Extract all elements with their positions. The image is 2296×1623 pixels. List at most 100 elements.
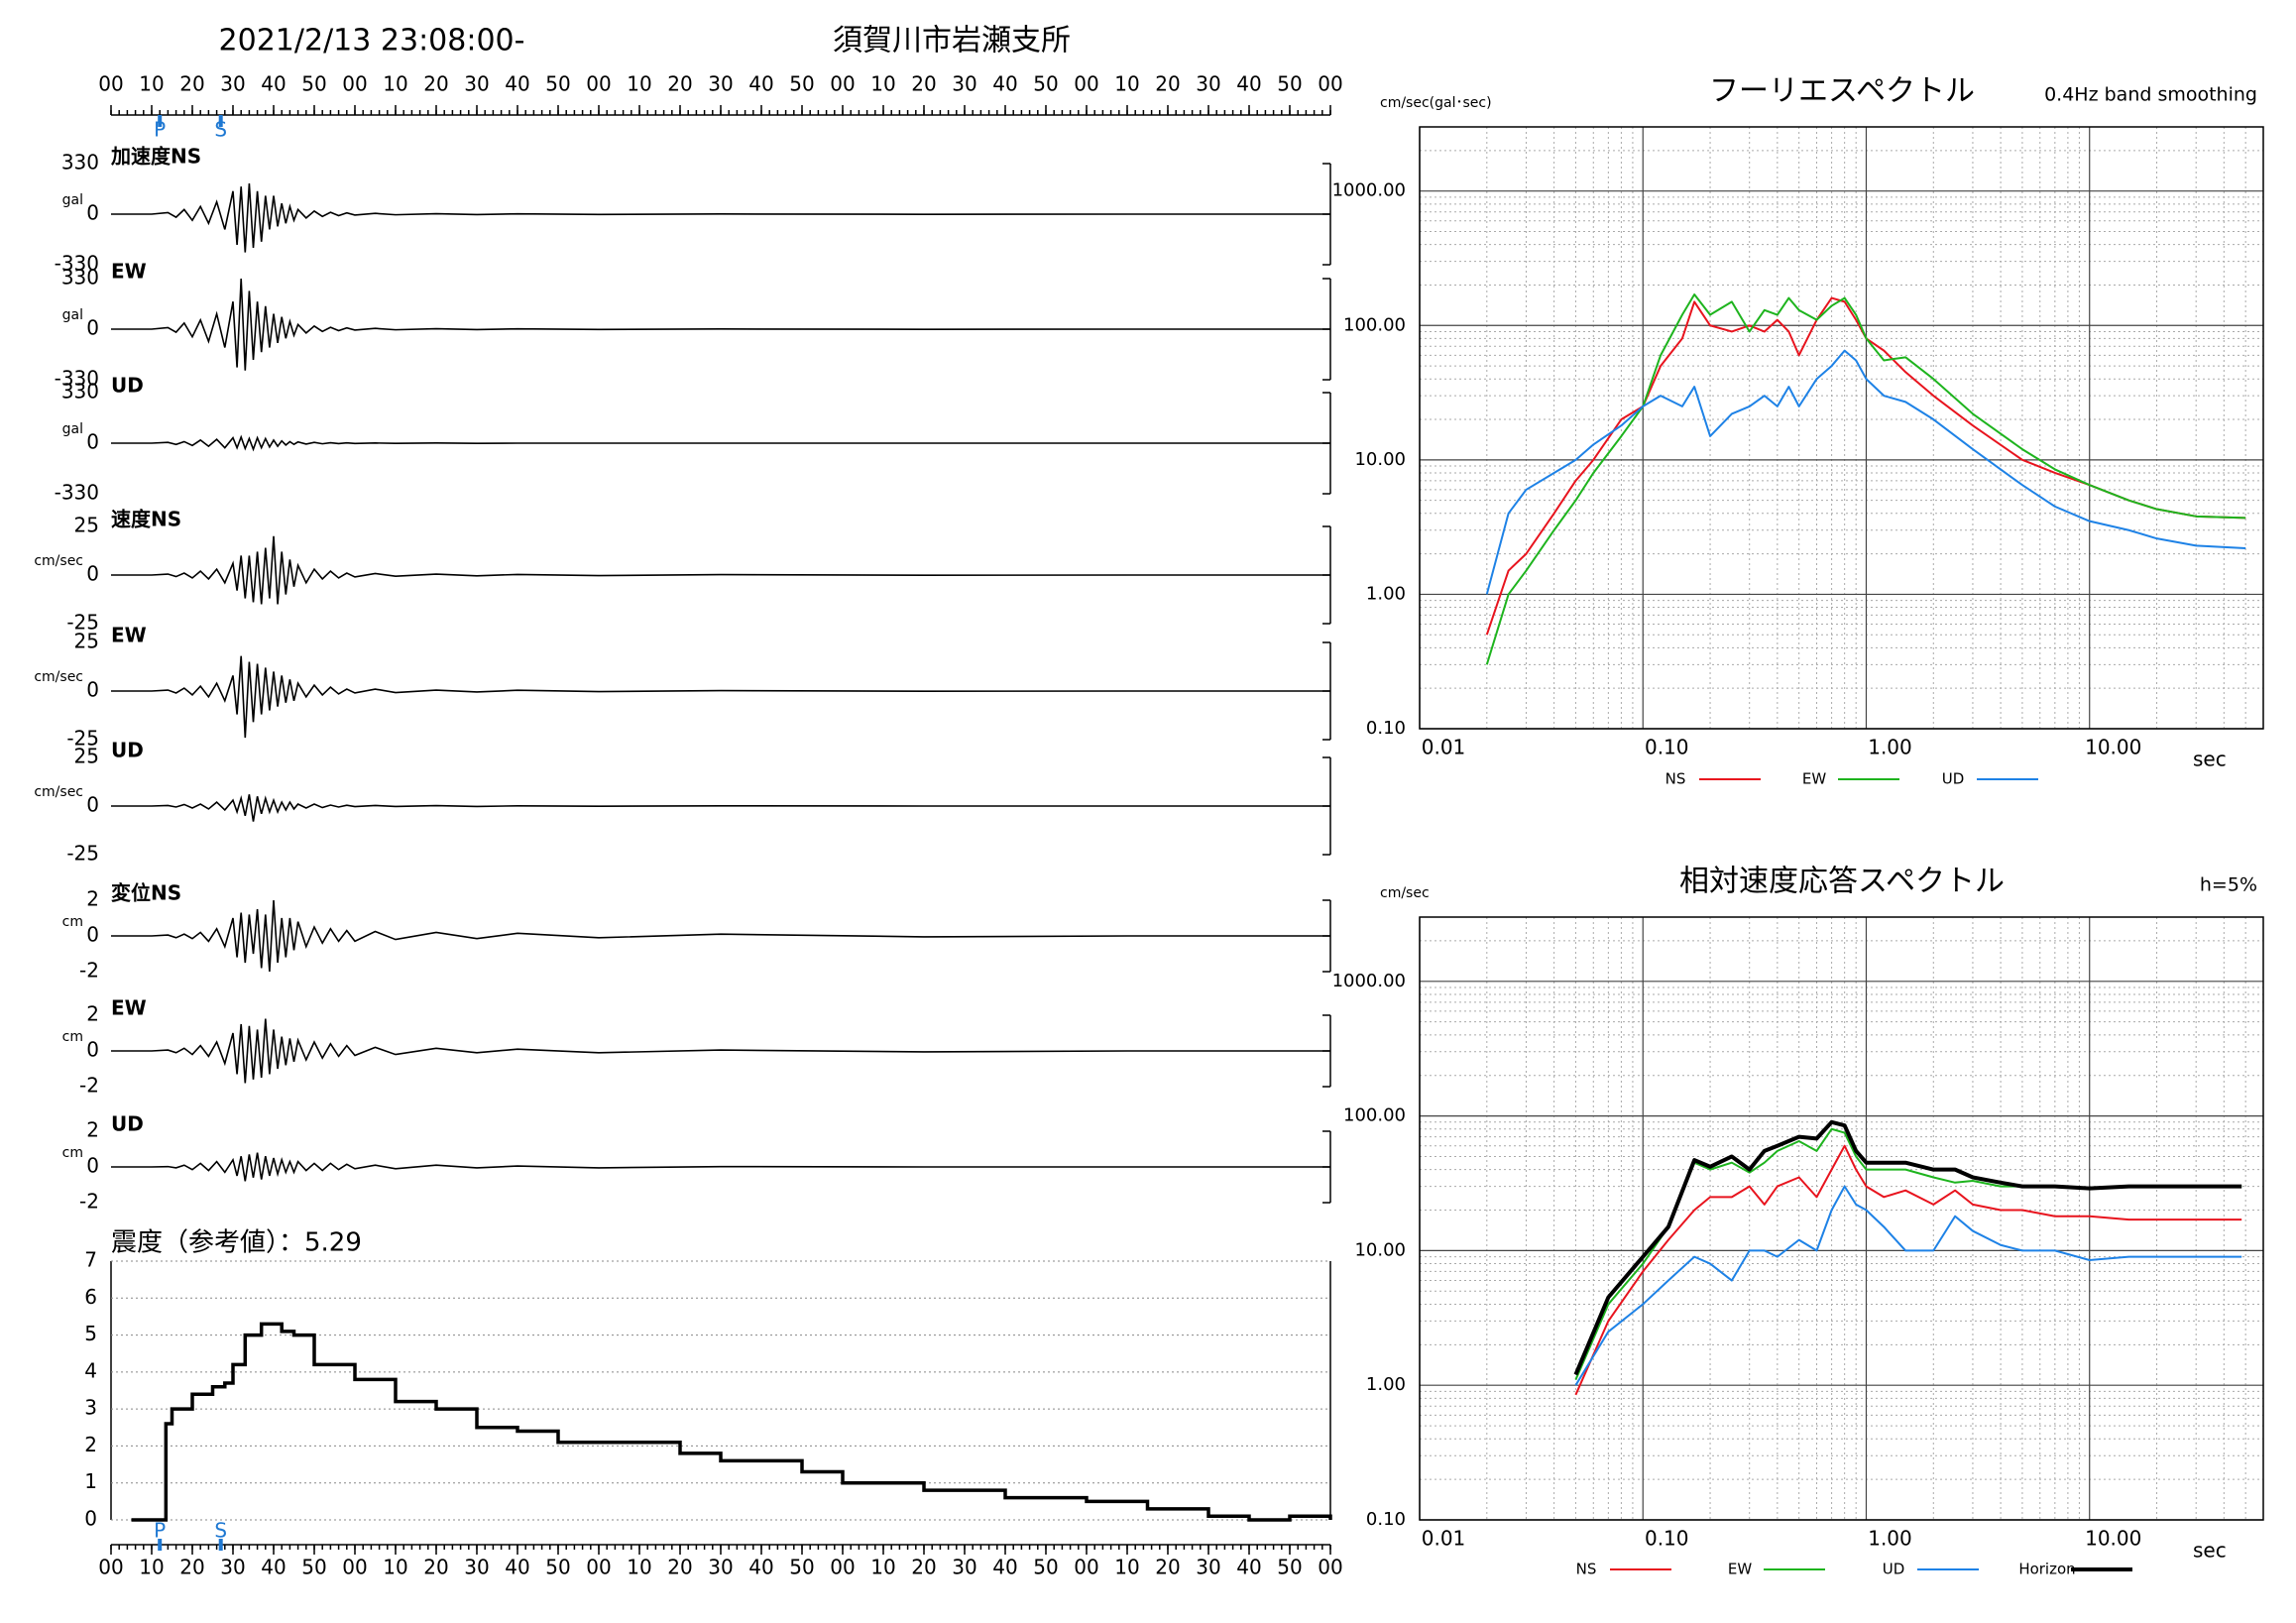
y-tick-label: 0.10: [1366, 718, 1406, 739]
y-axis-label: cm/sec: [1380, 885, 1430, 901]
x-tick-label: 10: [1114, 72, 1139, 96]
unit-label: gal: [62, 192, 83, 208]
x-tick-label: 10.00: [2085, 736, 2141, 759]
waveform: [111, 1152, 1330, 1182]
chart-title: 震度（参考値）：5.29: [111, 1228, 362, 1258]
x-tick-label: 50: [789, 72, 814, 96]
x-tick-label: 0.10: [1645, 1527, 1689, 1551]
spectrum-line: [1485, 293, 2246, 665]
y-tick-label: 0: [86, 201, 99, 225]
y-tick-label: 25: [74, 514, 99, 537]
waveform: [111, 794, 1330, 822]
x-tick-label: 00: [98, 72, 123, 96]
spectrum-line: [1573, 1119, 2242, 1376]
x-tick-label: 50: [545, 1556, 570, 1579]
x-tick-label: 30: [220, 1556, 245, 1579]
y-tick-label: -330: [55, 481, 99, 505]
x-tick-label: 20: [911, 72, 936, 96]
y-tick-label: 0: [86, 678, 99, 702]
x-tick-label: 50: [789, 1556, 814, 1579]
x-tick-label: 10: [383, 72, 407, 96]
y-axis-label: cm/sec(gal･sec): [1380, 95, 1492, 111]
y-tick-label: 0: [86, 430, 99, 454]
y-tick-label: 0: [86, 793, 99, 817]
x-tick-label: 10: [383, 1556, 407, 1579]
x-tick-label: 40: [748, 72, 773, 96]
x-tick-label: 20: [667, 72, 692, 96]
x-axis-label: sec: [2193, 748, 2227, 771]
spectrum-line: [1485, 296, 2246, 636]
x-tick-label: 00: [1318, 1556, 1342, 1579]
x-tick-label: 00: [342, 1556, 367, 1579]
x-tick-label: 20: [1155, 1556, 1180, 1579]
y-tick-label: -330: [55, 367, 99, 391]
x-tick-label: 40: [992, 1556, 1017, 1579]
y-tick-label: 10.00: [1354, 1239, 1406, 1260]
y-tick-label: 0.10: [1366, 1509, 1406, 1530]
y-tick-label: 1000.00: [1332, 180, 1406, 201]
spectrum-line: [1574, 1144, 2242, 1396]
plot-frame: [1419, 126, 2264, 730]
x-tick-label: 20: [911, 1556, 936, 1579]
y-tick-label: 1: [84, 1469, 97, 1493]
y-tick-label: -2: [79, 1074, 99, 1098]
x-tick-label: 50: [545, 72, 570, 96]
y-tick-label: -330: [55, 252, 99, 276]
y-tick-label: -25: [66, 727, 99, 751]
y-tick-label: 7: [84, 1248, 97, 1272]
chart-title: 相対速度応答スペクトル: [1679, 865, 2005, 899]
y-tick-label: 25: [74, 745, 99, 768]
x-tick-label: 00: [98, 1556, 123, 1579]
y-tick-label: 10.00: [1354, 449, 1406, 470]
station-name: 須賀川市岩瀬支所: [833, 24, 1071, 58]
x-tick-label: 00: [1318, 72, 1342, 96]
intensity-line: [131, 1322, 1332, 1522]
y-tick-label: 0: [86, 562, 99, 586]
y-tick-label: 3: [84, 1396, 97, 1420]
x-tick-label: 30: [220, 72, 245, 96]
y-tick-label: 100.00: [1343, 314, 1406, 335]
y-tick-label: 0: [86, 316, 99, 340]
panel-name: UD: [111, 1112, 144, 1136]
x-tick-label: 0.01: [1422, 1527, 1466, 1551]
chart-subtitle: 0.4Hz band smoothing: [2044, 84, 2257, 106]
x-tick-label: 40: [748, 1556, 773, 1579]
x-tick-label: 00: [830, 1556, 855, 1579]
plot-frame: [1419, 916, 2264, 1521]
unit-label: cm/sec: [34, 669, 83, 685]
y-tick-label: 330: [61, 151, 99, 174]
x-tick-label: 40: [261, 1556, 286, 1579]
y-tick-label: -25: [66, 842, 99, 866]
panel-name: UD: [111, 739, 144, 762]
y-tick-label: 25: [74, 630, 99, 653]
unit-label: cm/sec: [34, 553, 83, 569]
chart-title: 2021/2/13 23:08:00-: [219, 24, 525, 58]
phase-label: S: [214, 1519, 227, 1543]
unit-label: gal: [62, 421, 83, 437]
x-tick-label: 00: [586, 72, 611, 96]
y-tick-label: 6: [84, 1285, 97, 1309]
waveform: [111, 1018, 1330, 1084]
x-tick-label: 20: [423, 1556, 448, 1579]
x-tick-label: 10: [870, 1556, 895, 1579]
x-tick-label: 50: [1277, 72, 1302, 96]
panel-name: 加速度NS: [110, 145, 201, 169]
legend-label: NS: [1576, 1561, 1597, 1578]
y-tick-label: 5: [84, 1322, 97, 1345]
y-tick-label: 1000.00: [1332, 971, 1406, 991]
x-tick-label: 1.00: [1868, 736, 1912, 759]
x-tick-label: 30: [708, 1556, 733, 1579]
waveform: [111, 183, 1330, 253]
x-tick-label: 20: [1155, 72, 1180, 96]
panel-name: EW: [111, 996, 147, 1020]
unit-label: cm: [62, 914, 83, 930]
x-tick-label: 0.10: [1645, 736, 1689, 759]
x-tick-label: 50: [1033, 1556, 1058, 1579]
legend-label: UD: [1883, 1561, 1905, 1578]
x-tick-label: 00: [586, 1556, 611, 1579]
waveform: [111, 655, 1330, 739]
x-tick-label: 10: [627, 72, 651, 96]
x-tick-label: 20: [423, 72, 448, 96]
